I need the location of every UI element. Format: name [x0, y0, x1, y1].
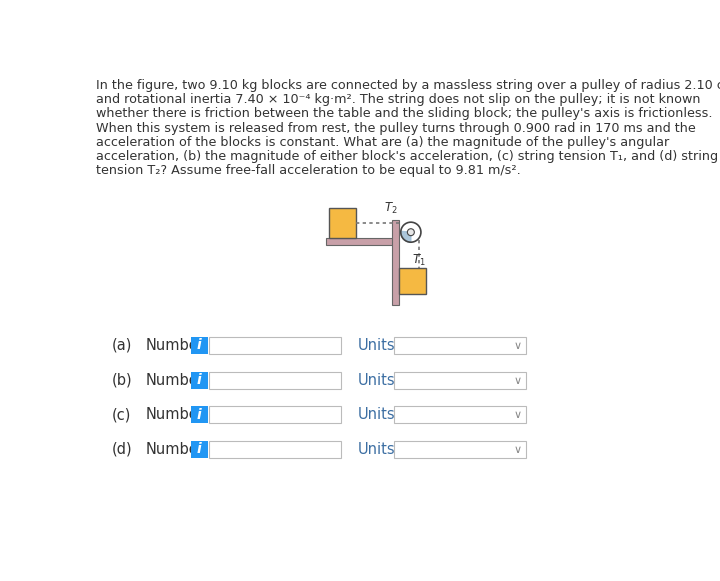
- Text: Units: Units: [357, 407, 395, 422]
- FancyBboxPatch shape: [191, 406, 208, 423]
- Text: Number: Number: [145, 338, 204, 353]
- FancyBboxPatch shape: [329, 209, 356, 238]
- Text: (d): (d): [112, 442, 132, 457]
- FancyBboxPatch shape: [210, 372, 341, 389]
- FancyBboxPatch shape: [191, 441, 208, 458]
- Text: i: i: [197, 408, 202, 422]
- Text: ∨: ∨: [514, 410, 522, 421]
- Text: Units: Units: [357, 338, 395, 353]
- FancyBboxPatch shape: [326, 238, 396, 245]
- FancyBboxPatch shape: [394, 406, 526, 423]
- Text: i: i: [197, 442, 202, 456]
- FancyBboxPatch shape: [210, 406, 341, 423]
- Text: (a): (a): [112, 338, 132, 353]
- FancyBboxPatch shape: [394, 372, 526, 389]
- Text: When this system is released from rest, the pulley turns through 0.900 rad in 17: When this system is released from rest, …: [96, 121, 696, 135]
- Text: Units: Units: [357, 442, 395, 457]
- Polygon shape: [401, 231, 411, 242]
- Text: ∨: ∨: [514, 376, 522, 386]
- Text: (c): (c): [112, 407, 131, 422]
- FancyBboxPatch shape: [191, 372, 208, 389]
- Text: i: i: [197, 338, 202, 353]
- FancyBboxPatch shape: [210, 441, 341, 458]
- Text: $T_2$: $T_2$: [384, 200, 398, 216]
- FancyBboxPatch shape: [394, 337, 526, 354]
- Text: tension T₂? Assume free-fall acceleration to be equal to 9.81 m/s².: tension T₂? Assume free-fall acceleratio…: [96, 164, 521, 177]
- Circle shape: [408, 229, 414, 236]
- Text: Units: Units: [357, 372, 395, 388]
- FancyBboxPatch shape: [392, 220, 399, 304]
- FancyBboxPatch shape: [210, 337, 341, 354]
- Text: and rotational inertia 7.40 × 10⁻⁴ kg·m². The string does not slip on the pulley: and rotational inertia 7.40 × 10⁻⁴ kg·m²…: [96, 93, 701, 106]
- Text: Number: Number: [145, 372, 204, 388]
- Text: acceleration, (b) the magnitude of either block's acceleration, (c) string tensi: acceleration, (b) the magnitude of eithe…: [96, 150, 719, 163]
- Text: $T_1$: $T_1$: [412, 253, 426, 268]
- FancyBboxPatch shape: [394, 441, 526, 458]
- Text: acceleration of the blocks is constant. What are (a) the magnitude of the pulley: acceleration of the blocks is constant. …: [96, 136, 670, 149]
- Text: whether there is friction between the table and the sliding block; the pulley's : whether there is friction between the ta…: [96, 107, 713, 120]
- Text: Number: Number: [145, 407, 204, 422]
- Text: (b): (b): [112, 372, 132, 388]
- Text: ∨: ∨: [514, 341, 522, 351]
- Text: i: i: [197, 373, 202, 387]
- FancyBboxPatch shape: [191, 337, 208, 354]
- Text: In the figure, two 9.10 kg blocks are connected by a massless string over a pull: In the figure, two 9.10 kg blocks are co…: [96, 79, 720, 92]
- FancyBboxPatch shape: [399, 268, 426, 294]
- Text: ∨: ∨: [514, 445, 522, 455]
- Text: Number: Number: [145, 442, 204, 457]
